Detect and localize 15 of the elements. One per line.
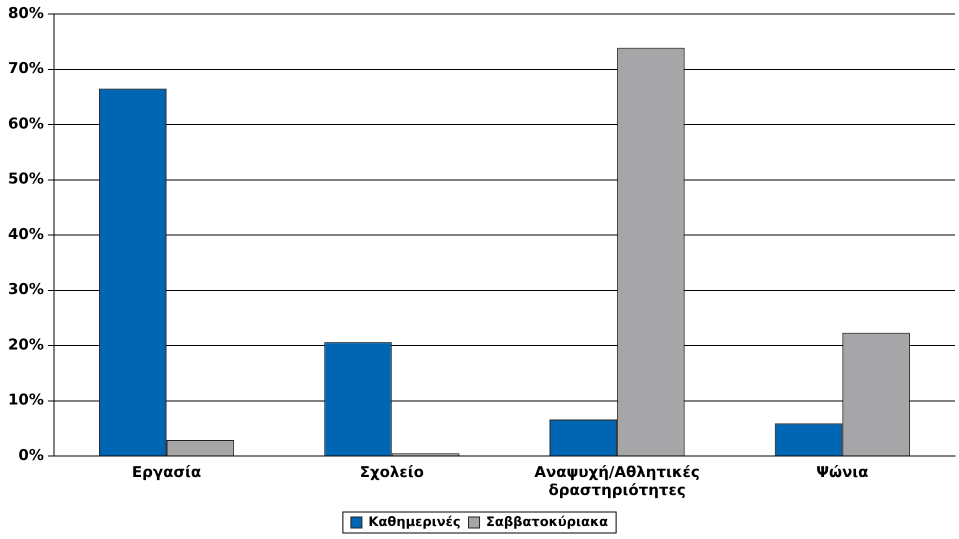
y-tick-label: 10% — [8, 390, 44, 409]
y-tick-label: 70% — [8, 59, 44, 78]
y-tick-label: 50% — [8, 170, 44, 188]
y-tick-label: 80% — [8, 4, 44, 22]
y-tick-label: 40% — [8, 224, 44, 243]
x-tick-label: Εργασία — [132, 462, 202, 481]
legend-label: Καθημερινές — [368, 514, 461, 530]
y-tick-label: 30% — [8, 280, 44, 298]
x-tick-label: Σχολείο — [360, 462, 424, 481]
legend-label: Σαββατοκύριακα — [486, 514, 608, 530]
y-tick-label: 60% — [8, 114, 44, 132]
x-tick-label: Ψώνια — [816, 462, 868, 481]
x-tick-label: Αναψυχή/Αθλητικές δραστηριότητες — [534, 462, 700, 499]
y-tick-label: 20% — [8, 335, 44, 354]
y-tick-label: 0% — [18, 446, 44, 464]
